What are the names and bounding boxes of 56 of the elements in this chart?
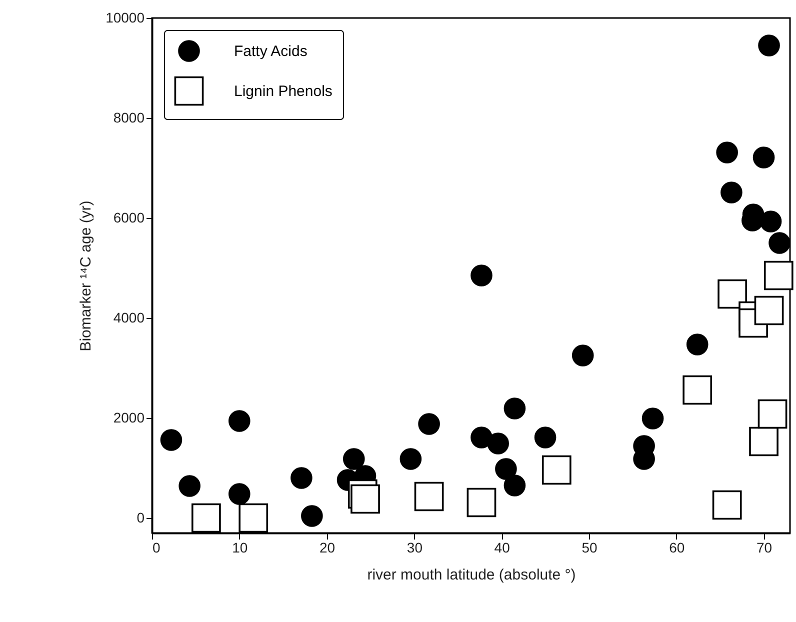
- x-tick-label: 50: [582, 540, 598, 556]
- point: [504, 398, 526, 420]
- x-tick-label: 70: [756, 540, 772, 556]
- point: [642, 408, 664, 430]
- point: [160, 429, 182, 451]
- point: [228, 410, 250, 432]
- point: [764, 260, 794, 290]
- point: [466, 488, 496, 518]
- point: [682, 375, 712, 405]
- point: [342, 448, 365, 470]
- point: [350, 484, 380, 514]
- point: [495, 458, 517, 480]
- x-tick-label: 60: [669, 540, 685, 556]
- x-tick-label: 40: [494, 540, 510, 556]
- point: [758, 34, 780, 56]
- point: [487, 432, 509, 454]
- point: [572, 344, 594, 366]
- point: [752, 146, 775, 168]
- point: [178, 475, 200, 497]
- point: [712, 490, 742, 520]
- point: [192, 503, 221, 533]
- point: [301, 505, 323, 527]
- y-tick-label: 2000: [113, 410, 145, 426]
- legend-label: Lignin Phenols: [234, 83, 332, 100]
- point: [400, 448, 422, 470]
- point: [470, 426, 492, 448]
- point: [534, 426, 556, 448]
- y-axis-title: Biomarker ¹⁴C age (yr): [78, 200, 95, 352]
- point: [760, 210, 782, 232]
- point: [238, 503, 268, 533]
- x-tick-label: 20: [320, 540, 336, 556]
- y-tick-label: 10000: [106, 10, 145, 26]
- y-tick-label: 0: [136, 510, 145, 526]
- y-tick-label: 6000: [113, 210, 145, 226]
- point: [470, 264, 492, 286]
- y-tick-label: 4000: [113, 310, 145, 326]
- point: [228, 483, 250, 505]
- x-tick-label: 10: [232, 540, 248, 556]
- x-axis-title: river mouth latitude (absolute °): [367, 566, 576, 584]
- point: [716, 142, 738, 164]
- point: [749, 426, 778, 456]
- x-tick-label: 0: [152, 540, 160, 556]
- x-tick-label: 30: [406, 540, 423, 556]
- legend-label: Fatty Acids: [234, 43, 308, 60]
- point: [414, 482, 444, 512]
- point: [758, 399, 788, 429]
- point: [504, 474, 526, 496]
- point: [720, 182, 742, 204]
- point: [290, 467, 312, 489]
- point: [686, 334, 708, 356]
- y-tick-label: 8000: [113, 110, 145, 126]
- point: [542, 455, 572, 485]
- point: [418, 413, 440, 435]
- point: [754, 296, 784, 326]
- point: [718, 279, 747, 309]
- point: [768, 232, 790, 254]
